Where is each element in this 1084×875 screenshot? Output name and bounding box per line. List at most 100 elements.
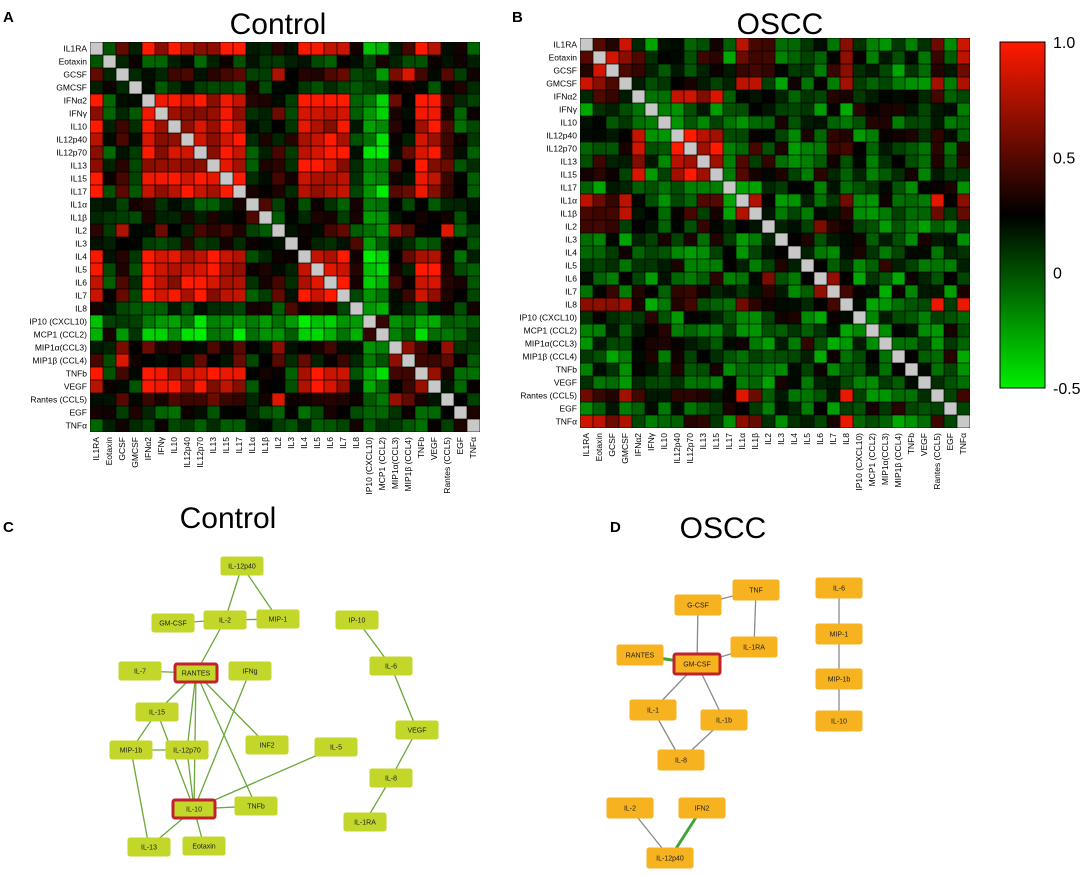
heatmap-control-cell — [298, 224, 311, 237]
heatmap-oscc-col-label: IP10 (CXCL10) — [854, 433, 864, 491]
heatmap-oscc-cell — [710, 272, 723, 285]
heatmap-control-cell — [207, 419, 220, 432]
heatmap-oscc-cell — [632, 103, 645, 116]
heatmap-oscc-cell — [710, 220, 723, 233]
heatmap-oscc-cell — [918, 194, 931, 207]
network-oscc-node: IL-8 — [657, 749, 705, 771]
heatmap-oscc-cell — [671, 233, 684, 246]
heatmap-oscc-cell — [723, 415, 736, 428]
heatmap-control-cell — [311, 341, 324, 354]
heatmap-oscc-cell — [827, 298, 840, 311]
heatmap-control-cell — [428, 315, 441, 328]
heatmap-oscc-cell — [775, 337, 788, 350]
heatmap-control-col-label: MIP1α(CCL3) — [390, 437, 400, 489]
heatmap-oscc-cell — [957, 415, 970, 428]
heatmap-oscc-cell — [593, 311, 606, 324]
heatmap-control-cell — [467, 224, 480, 237]
heatmap-control-cell — [259, 419, 272, 432]
heatmap-control-cell — [207, 406, 220, 419]
heatmap-control-cell — [363, 172, 376, 185]
heatmap-oscc-cell — [788, 324, 801, 337]
heatmap-oscc-cell — [606, 389, 619, 402]
heatmap-oscc-cell — [944, 181, 957, 194]
heatmap-control-row-label: GMCSF — [56, 82, 87, 92]
heatmap-control-cell — [402, 354, 415, 367]
heatmap-control-cell — [376, 328, 389, 341]
heatmap-control-cell — [90, 133, 103, 146]
heatmap-control-cell — [246, 250, 259, 263]
heatmap-control-cell — [142, 185, 155, 198]
heatmap-oscc-cell — [944, 129, 957, 142]
heatmap-control-cell — [168, 68, 181, 81]
heatmap-control-cell — [428, 211, 441, 224]
heatmap-control-cell — [220, 341, 233, 354]
heatmap-oscc-cell — [762, 103, 775, 116]
heatmap-control-cell — [402, 406, 415, 419]
heatmap-oscc-cell — [671, 194, 684, 207]
heatmap-oscc-col-label: MIP1β (CCL4) — [893, 433, 903, 488]
heatmap-oscc-cell — [957, 402, 970, 415]
heatmap-control-cell — [285, 81, 298, 94]
heatmap-control-cell — [90, 172, 103, 185]
heatmap-oscc-cell — [710, 116, 723, 129]
heatmap-oscc-cell — [775, 311, 788, 324]
heatmap-oscc-cell — [931, 220, 944, 233]
heatmap-oscc-cell — [840, 389, 853, 402]
heatmap-control-cell — [194, 172, 207, 185]
heatmap-oscc-cell — [827, 376, 840, 389]
heatmap-control-cell — [324, 81, 337, 94]
heatmap-oscc-cell — [593, 402, 606, 415]
heatmap-oscc-cell — [905, 363, 918, 376]
heatmap-oscc-cell — [749, 77, 762, 90]
heatmap-control-cell — [285, 250, 298, 263]
heatmap-control-cell — [142, 198, 155, 211]
heatmap-control-row-label: IFNγ — [69, 108, 88, 118]
heatmap-control-row-label: Eotaxin — [59, 56, 88, 66]
heatmap-control-cell — [389, 224, 402, 237]
heatmap-oscc-cell — [788, 181, 801, 194]
heatmap-oscc-cell — [697, 402, 710, 415]
heatmap-oscc-cell — [840, 194, 853, 207]
heatmap-control-cell — [324, 393, 337, 406]
heatmap-control-cell — [402, 263, 415, 276]
heatmap-oscc-cell — [684, 324, 697, 337]
heatmap-oscc-cell — [866, 168, 879, 181]
heatmap-control-cell — [402, 341, 415, 354]
heatmap-oscc-cell — [697, 285, 710, 298]
heatmap-oscc-cell — [866, 389, 879, 402]
heatmap-oscc-cell — [619, 415, 632, 428]
heatmap-control-title: Control — [230, 8, 327, 41]
heatmap-control-cell — [350, 302, 363, 315]
heatmap-control-cell — [155, 276, 168, 289]
heatmap-control-cell — [103, 419, 116, 432]
heatmap-control-cell — [285, 367, 298, 380]
heatmap-oscc-cell — [632, 233, 645, 246]
heatmap-oscc-cell — [749, 103, 762, 116]
heatmap-oscc-cell — [593, 116, 606, 129]
heatmap-control-cell — [441, 276, 454, 289]
heatmap-oscc-cell — [944, 259, 957, 272]
heatmap-oscc-cell — [827, 90, 840, 103]
heatmap-oscc-row-label: IL13 — [560, 156, 577, 166]
heatmap-oscc-col-label: VEGF — [919, 433, 929, 456]
heatmap-control-cell — [90, 81, 103, 94]
heatmap-control-cell — [129, 393, 142, 406]
heatmap-control-cell — [246, 406, 259, 419]
heatmap-oscc-cell — [645, 116, 658, 129]
heatmap-oscc-cell — [944, 155, 957, 168]
heatmap-control-cell — [350, 146, 363, 159]
colorbar-tick-label: -0.5 — [1053, 381, 1081, 398]
heatmap-control-row-label: MIP1β (CCL4) — [33, 355, 88, 365]
heatmap-oscc-cell — [892, 363, 905, 376]
heatmap-oscc-cell — [749, 129, 762, 142]
heatmap-control-cell — [311, 159, 324, 172]
heatmap-oscc-cell — [827, 415, 840, 428]
heatmap-oscc-cell — [593, 324, 606, 337]
heatmap-control-cell — [363, 419, 376, 432]
network-control-node-label: IL-12p70 — [173, 748, 201, 755]
heatmap-oscc-cell — [710, 246, 723, 259]
heatmap-oscc-cell — [788, 246, 801, 259]
heatmap-control-cell — [337, 120, 350, 133]
heatmap-oscc-cell — [866, 246, 879, 259]
heatmap-oscc-cell — [931, 337, 944, 350]
